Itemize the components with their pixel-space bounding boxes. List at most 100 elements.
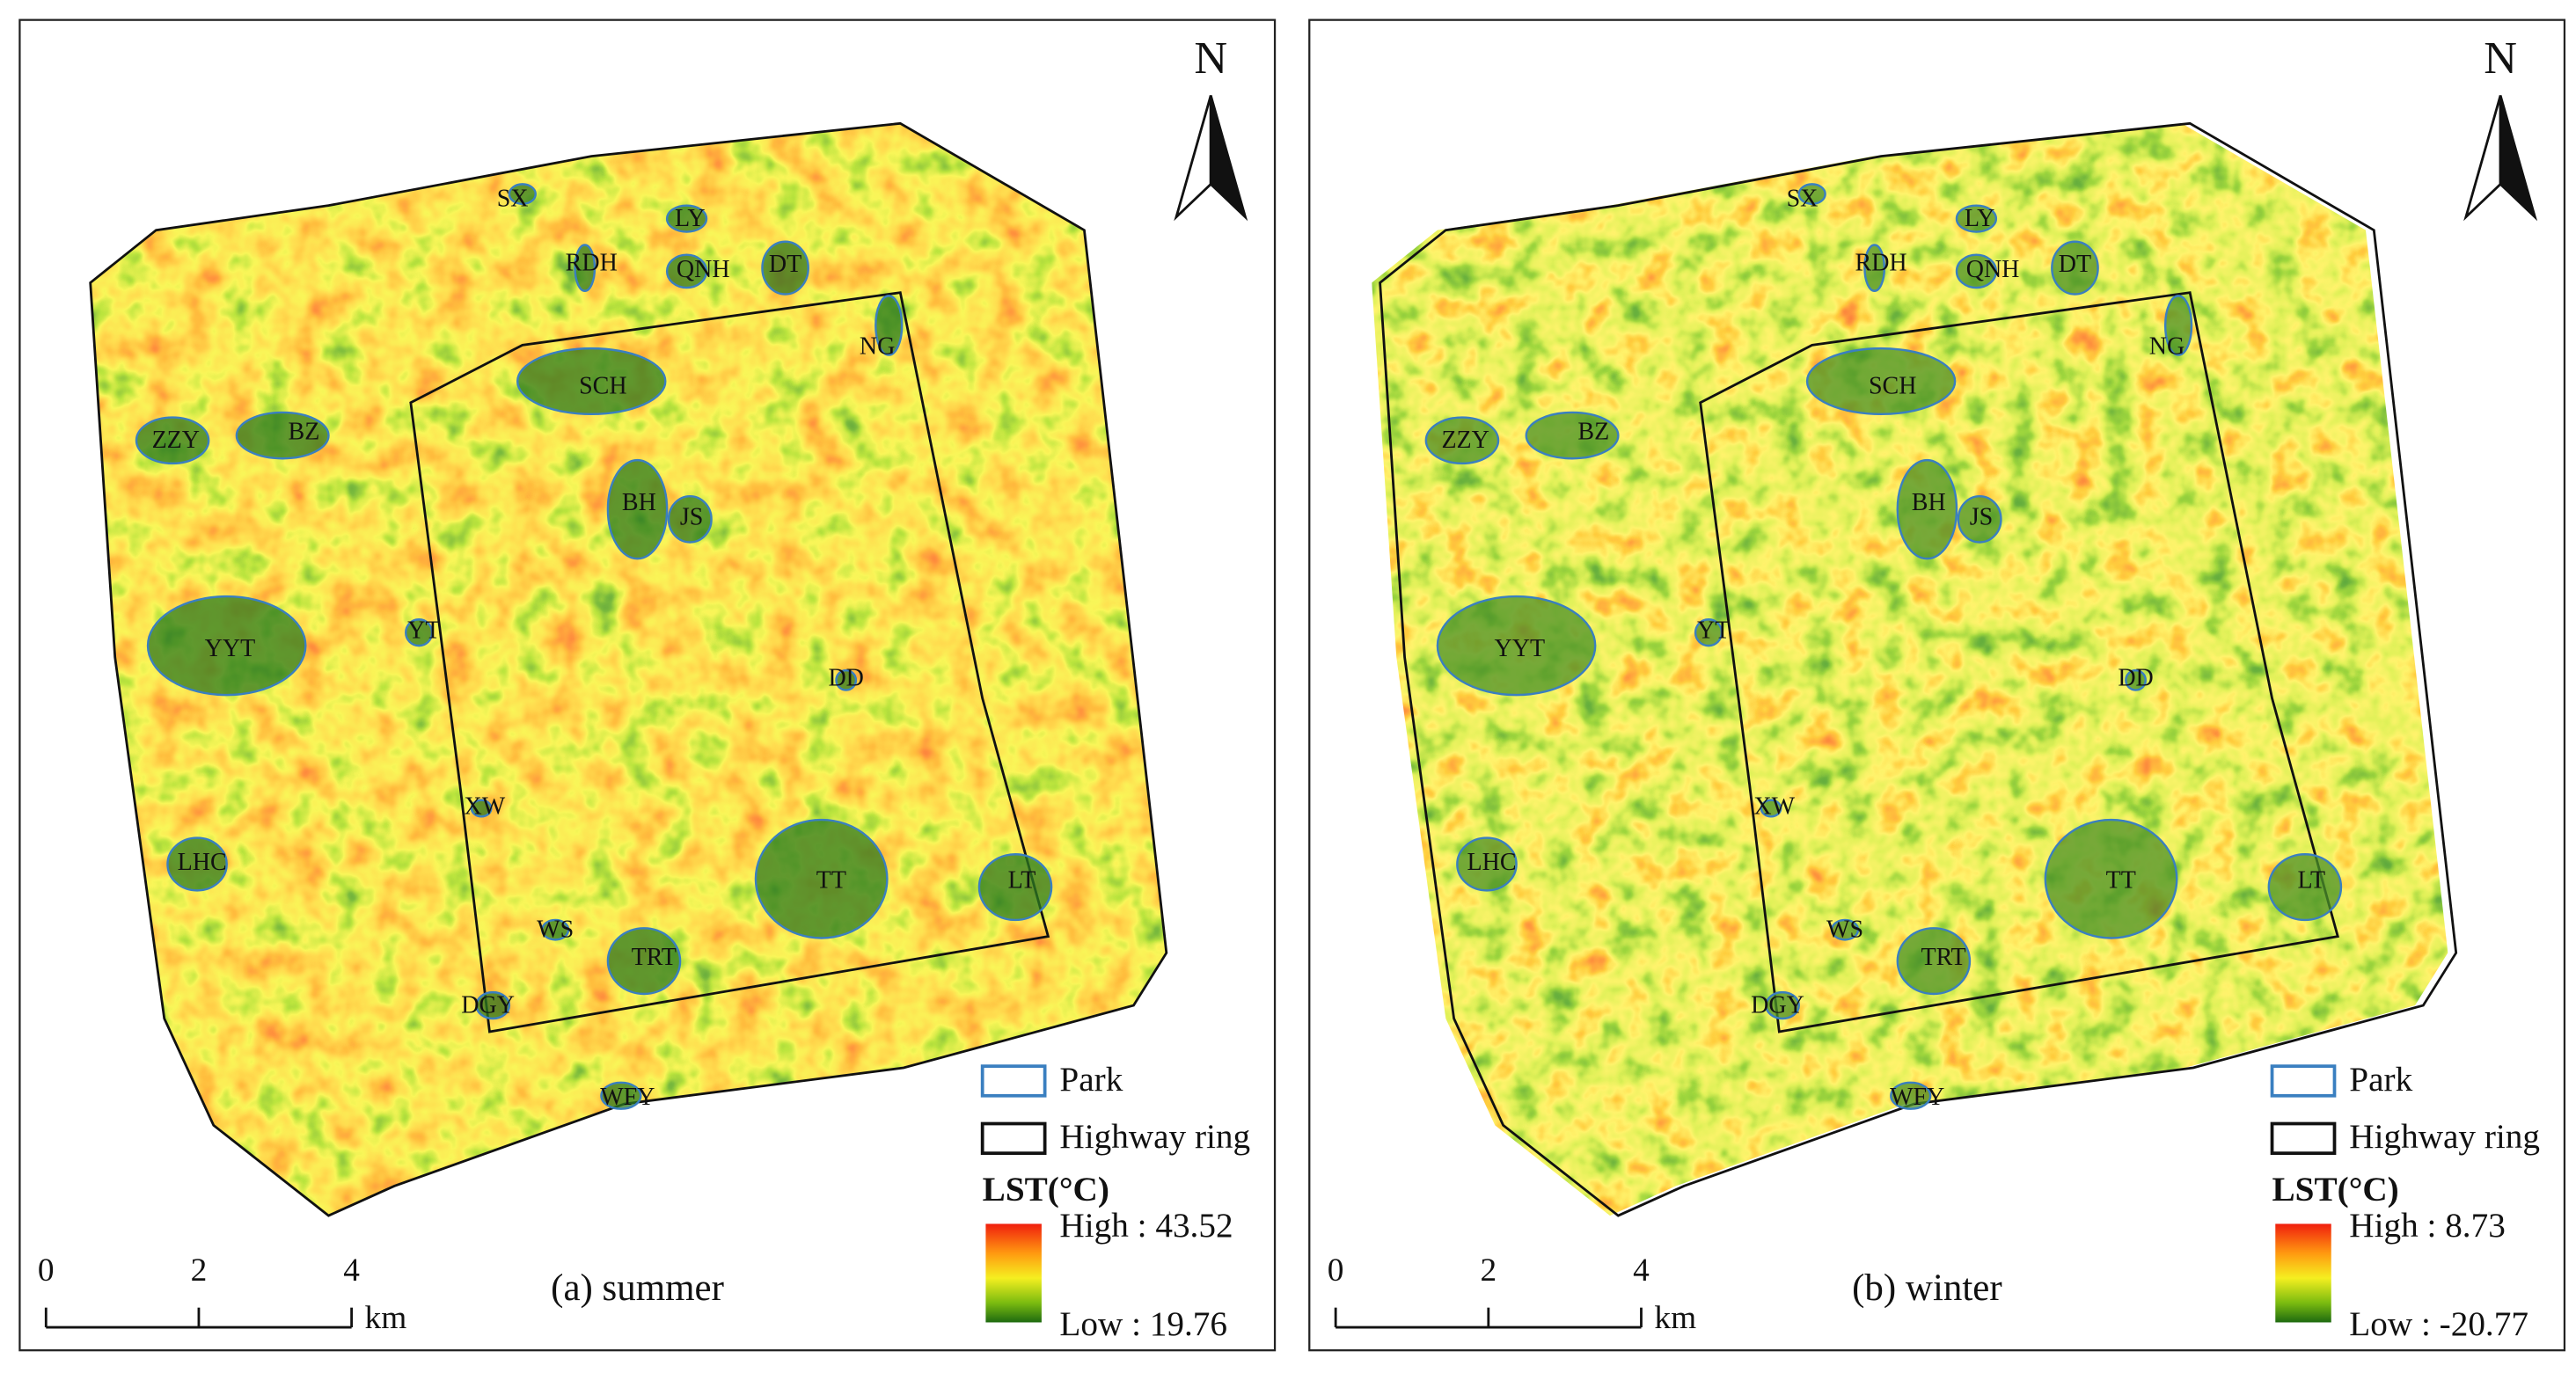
park-outline: [2044, 818, 2178, 939]
park-outline: [2051, 240, 2099, 296]
legend-highway-swatch: [980, 1121, 1047, 1155]
legend-park-swatch: [2270, 1064, 2337, 1098]
park-outline: [405, 618, 434, 647]
park-label: ZZY: [152, 427, 200, 454]
park-outline: [1863, 244, 1886, 292]
scale-tick-label: 2: [191, 1252, 208, 1289]
park-label: TT: [2106, 866, 2136, 894]
park-outline: [835, 668, 858, 691]
park-outline: [600, 1081, 642, 1110]
park-label: SX: [497, 185, 529, 212]
park-outline: [761, 240, 809, 296]
north-arrow-left: [1174, 95, 1212, 222]
park-label: LY: [675, 205, 706, 232]
panel-frame: [1308, 18, 2566, 1352]
map-panel: SX LY RDH QNH DT NG SCH ZZY BZ BH JS YYT YT DD XW LHC TT…: [18, 18, 1277, 1352]
park-label: SCH: [1869, 372, 1916, 399]
park-label: SX: [1787, 185, 1819, 212]
park-outline: [508, 183, 537, 206]
park-outline: [606, 458, 669, 560]
scale-tick-label: 0: [38, 1252, 55, 1289]
north-arrow-left: [2463, 95, 2502, 222]
park-label: BZ: [289, 419, 320, 446]
park-outline: [1760, 799, 1782, 818]
park-label: DGY: [1751, 991, 1804, 1019]
park-label: LHC: [1467, 849, 1517, 876]
legend-park-label: Park: [2349, 1061, 2412, 1099]
park-label: JS: [680, 504, 703, 531]
park-label: NG: [860, 333, 895, 361]
park-outline: [1896, 458, 1958, 560]
park-outline: [1525, 411, 1620, 460]
park-label: DT: [2059, 251, 2091, 278]
park-outline: [1896, 927, 1972, 996]
panel-caption: (a) summer: [551, 1267, 724, 1309]
park-outline: [166, 836, 228, 892]
park-label: WFY: [600, 1084, 655, 1111]
park-outline: [475, 990, 511, 1020]
park-label: QNH: [1966, 256, 2020, 283]
park-label: RDH: [566, 249, 618, 276]
park-outline: [1797, 183, 1826, 206]
legend-low: Low : -20.77: [2349, 1305, 2528, 1343]
park-outline: [977, 853, 1053, 922]
park-label: YYT: [205, 635, 256, 662]
park-outline: [1890, 1081, 1932, 1110]
park-label: TRT: [632, 944, 677, 971]
park-label: LY: [1965, 205, 1995, 232]
scale-tick-label: 4: [1633, 1252, 1650, 1289]
park-outline: [606, 927, 682, 996]
legend-highway-label: Highway ring: [2349, 1118, 2540, 1156]
legend-highway-swatch: [2270, 1121, 2337, 1155]
park-label: LT: [2298, 866, 2326, 894]
park-label: DT: [769, 251, 801, 278]
park-label: LT: [1008, 866, 1036, 894]
park-outline: [754, 818, 889, 939]
park-label: DD: [2118, 665, 2153, 692]
park-label: TT: [816, 866, 846, 894]
park-outline: [135, 416, 210, 465]
legend-low: Low : 19.76: [1059, 1305, 1227, 1343]
legend-high: High : 43.52: [1059, 1207, 1233, 1245]
park-label: JS: [1970, 504, 1993, 531]
park-outline: [1456, 836, 1518, 892]
park-outline: [1436, 595, 1597, 697]
park-outline: [1694, 618, 1723, 647]
park-label: BH: [622, 489, 656, 516]
panel-caption: (b) winter: [1852, 1267, 2002, 1309]
park-outline: [1424, 416, 1500, 465]
north-label: N: [2484, 33, 2517, 84]
park-outline: [665, 253, 708, 289]
park-label: BZ: [1577, 419, 1609, 446]
park-label: WFY: [1890, 1084, 1944, 1111]
park-label: WS: [1826, 916, 1863, 943]
park-outline: [875, 295, 904, 356]
park-label: XW: [1753, 792, 1795, 820]
map-panel: SX LY RDH QNH DT NG SCH ZZY BZ BH JS YYT YT DD XW LHC TT…: [1308, 18, 2566, 1352]
north-arrow-right: [2499, 95, 2538, 222]
legend-lst-title: LST(°C): [983, 1171, 1109, 1209]
park-label: RDH: [1855, 249, 1907, 276]
park-outline: [2163, 295, 2193, 356]
study-area-boundary: [89, 121, 1168, 1217]
scale-unit: km: [365, 1300, 407, 1336]
park-outline: [1955, 204, 1998, 233]
park-outline: [541, 918, 570, 941]
highway-ring: [1699, 291, 2339, 1033]
legend-high: High : 8.73: [2349, 1207, 2506, 1245]
park-outline: [146, 595, 307, 697]
park-outline: [667, 494, 713, 544]
park-outline: [470, 799, 493, 818]
park-label: ZZY: [1441, 427, 1489, 454]
park-label: XW: [465, 792, 506, 820]
park-outline: [2267, 853, 2343, 922]
park-label: TRT: [1921, 944, 1965, 971]
scale-tick-label: 4: [343, 1252, 360, 1289]
park-label: SCH: [579, 372, 626, 399]
legend-color-bar: [2275, 1223, 2331, 1323]
park-outline: [665, 204, 708, 233]
park-outline: [1765, 990, 1800, 1020]
park-label: LHC: [178, 849, 227, 876]
